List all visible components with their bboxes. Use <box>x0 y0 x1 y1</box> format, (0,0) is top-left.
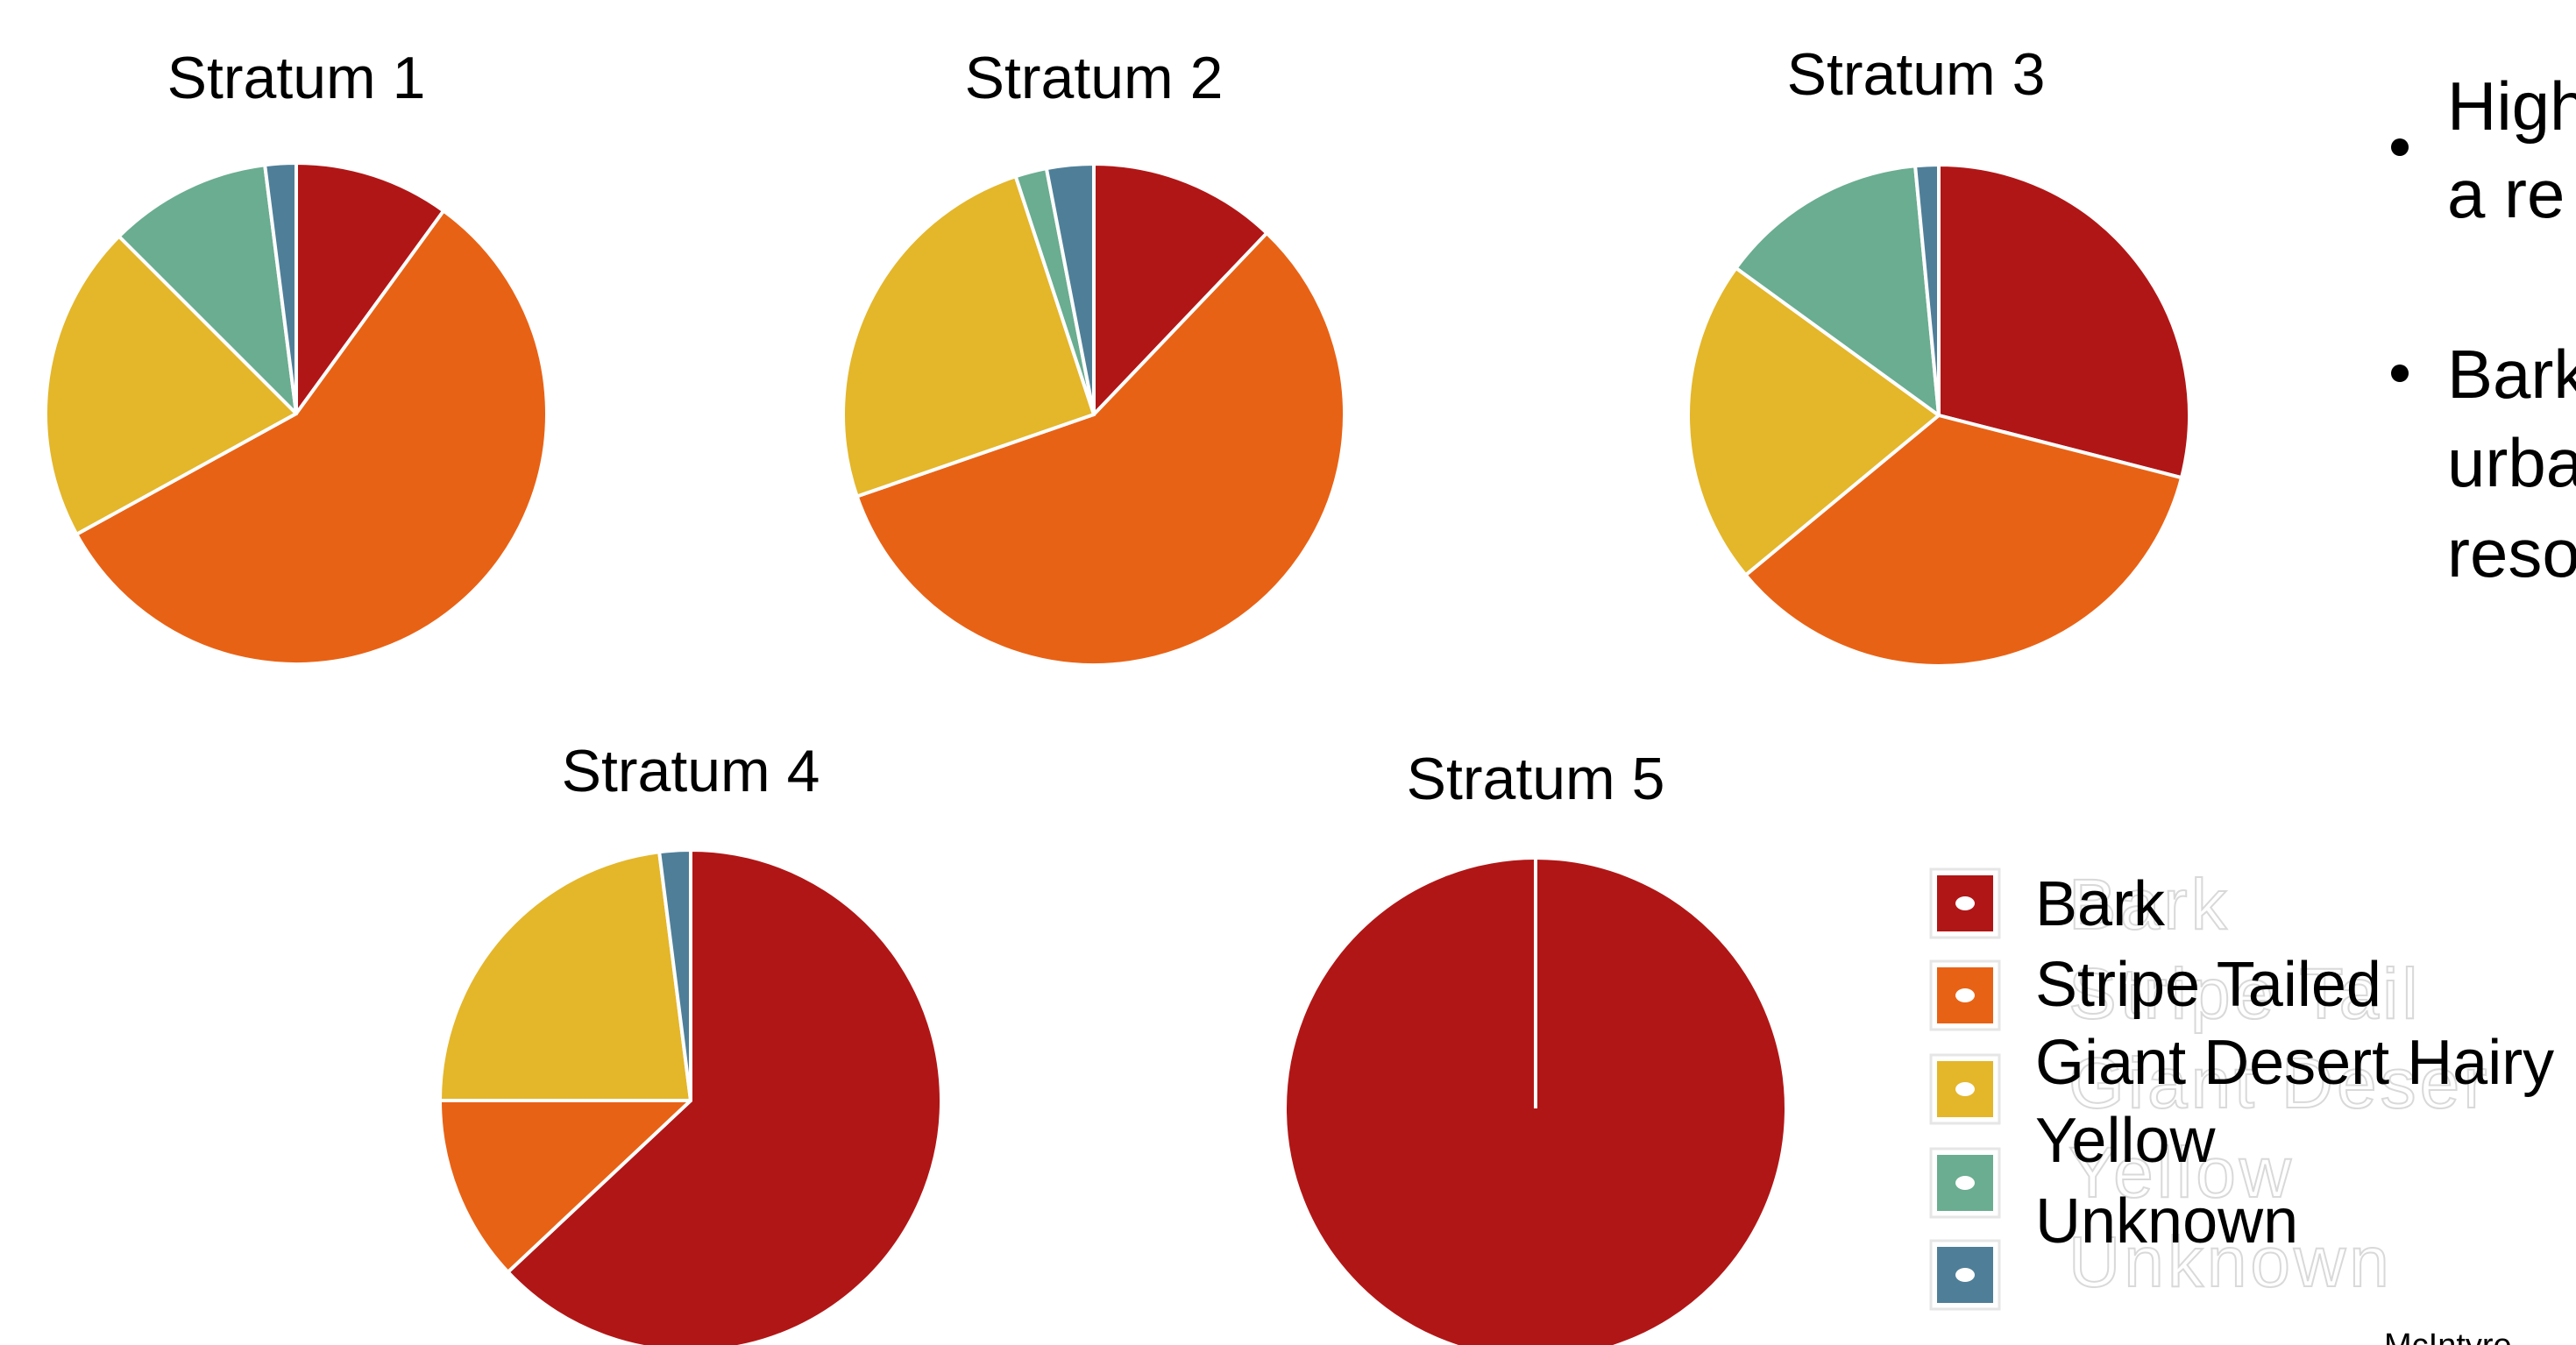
pie-slice-giant-desert-hairy <box>1686 265 1941 577</box>
legend-ghost-label: Giant Deser <box>2069 1044 2491 1123</box>
pie-slice-stripe-tailed <box>1743 414 2184 668</box>
citation: McIntyre <box>2384 1327 2512 1345</box>
bullet-line: reso <box>2447 514 2576 591</box>
legend-swatch-dot <box>1955 1176 1975 1190</box>
bullet-item: High a re <box>2391 67 2576 232</box>
legend-swatch-dot <box>1955 1268 1975 1282</box>
pie-slice-unknown <box>1913 163 1941 417</box>
legend-ghost-label: Unknown <box>2069 1222 2393 1302</box>
legend-item-unknown: Unknown <box>1929 1186 2298 1311</box>
pie-slice-bark <box>295 161 446 415</box>
legend-label: Unknown <box>2035 1186 2298 1257</box>
legend-swatch <box>1929 1147 2001 1219</box>
legend-label: Giant Desert Hairy <box>2035 1028 2554 1098</box>
pie-slice-stripe-tailed <box>855 231 1346 667</box>
legend-swatch <box>1929 1053 2001 1125</box>
legend-item-bark: Bark <box>1929 867 2166 939</box>
bullet-line: a re <box>2447 155 2565 232</box>
legend-swatch <box>1929 959 2001 1031</box>
pie-slice-giant-desert-hairy <box>438 850 692 1102</box>
legend-swatch-dot <box>1955 896 1975 910</box>
pie-slice-bark <box>1937 163 2191 480</box>
pie-chart-stratum-3: Stratum 3 <box>1686 41 2191 668</box>
pie-slice-stripe-tailed <box>75 209 549 666</box>
legend: Bark Stripe Tail Giant Deser Yellow Unkn… <box>1929 864 2554 1311</box>
pie-slice-unknown <box>1044 162 1096 416</box>
legend-label: Bark <box>2035 869 2166 939</box>
pie-chart-stratum-2: Stratum 2 <box>841 45 1346 667</box>
bullet-line: Bark <box>2447 336 2576 413</box>
legend-swatch-dot <box>1955 1082 1975 1096</box>
legend-swatch <box>1929 867 2001 939</box>
pie-chart-stratum-1: Stratum 1 <box>44 45 549 666</box>
legend-ghost-label: Yellow <box>2069 1133 2295 1213</box>
chart-title: Stratum 1 <box>167 45 426 111</box>
pie-slice-unknown <box>657 848 692 1102</box>
pie-slice-bark <box>1283 856 1788 1345</box>
bullet-list: High a re Bark urba reso <box>2391 67 2576 591</box>
pie-slice-yellow <box>117 163 298 415</box>
pie-chart-stratum-4: Stratum 4 <box>438 738 943 1345</box>
bullet-item: Bark urba reso <box>2391 336 2576 591</box>
legend-ghost-label: Bark <box>2069 865 2231 945</box>
legend-item-yellow: Yellow <box>1929 1106 2216 1219</box>
pie-slice-stripe-tailed <box>438 1099 692 1274</box>
pie-slice-giant-desert-hairy <box>44 234 298 536</box>
pie-chart-stratum-5: Stratum 5 <box>1283 746 1788 1345</box>
legend-item-stripe-tailed: Stripe Tailed <box>1929 950 2381 1031</box>
bullet-dot <box>2391 365 2409 382</box>
chart-title: Stratum 5 <box>1407 746 1665 812</box>
legend-swatch <box>1929 1239 2001 1311</box>
pie-slice-giant-desert-hairy <box>841 174 1096 499</box>
chart-title: Stratum 3 <box>1787 41 2046 108</box>
legend-swatch-dot <box>1955 988 1975 1002</box>
bullet-dot <box>2391 138 2409 156</box>
legend-ghost-label: Stripe Tail <box>2069 954 2422 1034</box>
bullet-line: urba <box>2447 424 2576 501</box>
chart-title: Stratum 2 <box>965 45 1224 111</box>
pie-slice-yellow <box>1734 164 1941 417</box>
legend-label: Stripe Tailed <box>2035 950 2381 1020</box>
legend-label: Yellow <box>2035 1106 2216 1176</box>
legend-item-giant-desert-hairy: Giant Desert Hairy <box>1929 1028 2554 1125</box>
chart-title: Stratum 4 <box>562 738 820 804</box>
pie-slice-bark <box>1092 162 1269 416</box>
pie-slice-unknown <box>263 161 298 415</box>
bullet-line: High <box>2447 67 2576 145</box>
